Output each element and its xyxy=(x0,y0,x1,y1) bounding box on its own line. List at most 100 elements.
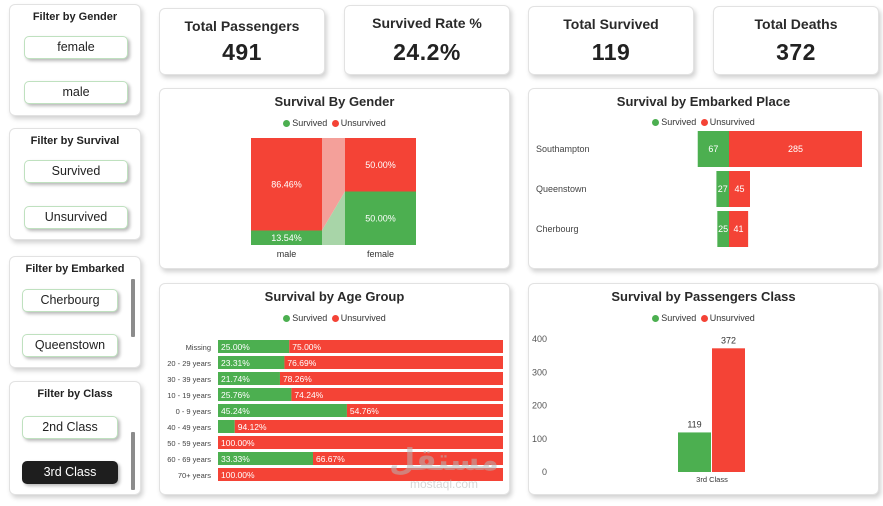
survived-dot-icon xyxy=(283,120,291,127)
slicer-unsurvived[interactable]: Unsurvived xyxy=(24,206,128,229)
age-chart-svg: 25.00% 75.00% Missing 23.31% 76.69% 20 - 29 y… xyxy=(167,340,503,481)
slicer-2nd-class[interactable]: 2nd Class xyxy=(22,416,118,439)
legend-survived: Survived xyxy=(661,313,697,323)
kpi-total-deaths: Total Deaths 372 xyxy=(713,6,879,75)
category-label-40-49-years: 40 - 49 years xyxy=(167,423,211,432)
label-survived-10-19-years: 25.76% xyxy=(221,390,250,400)
embarked-chart-card: Survival by Embarked Place Survived Unsu… xyxy=(528,88,879,269)
legend-unsurvived: Unsurvived xyxy=(709,313,755,323)
unsurvived-dot-icon xyxy=(700,315,708,322)
class-scrollbar[interactable] xyxy=(131,432,135,490)
legend-survived: Survived xyxy=(292,118,328,128)
bar-survived-10-19-years xyxy=(218,388,292,401)
bar-survived-queenstown xyxy=(716,171,729,207)
label-unsurvived-60-69-years: 66.67% xyxy=(316,454,345,464)
slicer-3rd-class[interactable]: 3rd Class xyxy=(22,461,118,484)
kpi-label: Survived Rate % xyxy=(372,15,482,31)
chart-legend: Survived Unsurvived xyxy=(529,313,878,323)
class-chart-svg: 0 100 200 300 400 119 372 3rd Class xyxy=(532,334,745,484)
unsurvived-dot-icon xyxy=(700,119,708,126)
bar-unsurvived-male xyxy=(251,138,322,231)
legend-survived: Survived xyxy=(661,117,697,127)
category-label-southampton: Southampton xyxy=(536,144,590,154)
kpi-label: Total Passengers xyxy=(184,18,300,34)
category-label-10-19-years: 10 - 19 years xyxy=(167,391,211,400)
bar-survived-cherbourg xyxy=(717,211,729,247)
bar-survived-60-69-years xyxy=(218,452,313,465)
legend-unsurvived: Unsurvived xyxy=(340,118,386,128)
legend-unsurvived: Unsurvived xyxy=(340,313,386,323)
bar-unsurvived-0-9-years xyxy=(346,404,503,417)
bar-unsurvived-40-49-years xyxy=(234,420,503,433)
bar-unsurvived-10-19-years xyxy=(291,388,503,401)
embarked-filter-panel: Filter by Embarked Cherbourg Queenstown xyxy=(9,256,141,368)
embarked-chart-svg: 67 285 Southampton 27 45 Queenstown 25 41 Cherbo… xyxy=(536,131,862,247)
label-unsurvived-20-29-years: 76.69% xyxy=(287,358,316,368)
survival-filter-title: Filter by Survival xyxy=(30,135,120,147)
y-tick-200: 200 xyxy=(532,401,547,411)
category-label-cherbourg: Cherbourg xyxy=(536,224,579,234)
bar-unsurvived-female xyxy=(345,138,416,192)
bar-unsurvived-60-69-years xyxy=(312,452,503,465)
ribbon-survived xyxy=(322,191,345,245)
bar-survived-30-39-years xyxy=(218,372,280,385)
chart-title: Survival by Age Group xyxy=(264,289,405,304)
kpi-survived-rate: Survived Rate % 24.2% xyxy=(344,5,510,75)
y-tick-400: 400 xyxy=(532,334,547,344)
gender-chart-card: Survival By Gender Survived Unsurvived 8… xyxy=(159,88,510,269)
embarked-filter-title: Filter by Embarked xyxy=(25,263,125,275)
legend-survived: Survived xyxy=(292,313,328,323)
label-survived-male: 13.54% xyxy=(271,233,302,243)
unsurvived-dot-icon xyxy=(331,120,339,127)
kpi-total-passengers: Total Passengers 491 xyxy=(159,8,325,75)
kpi-value: 372 xyxy=(776,39,816,65)
category-label-70-years: 70+ years xyxy=(178,471,211,480)
category-label-missing: Missing xyxy=(186,343,211,352)
class-filter-panel: Filter by Class 2nd Class 3rd Class xyxy=(9,381,141,495)
slicer-cherbourg[interactable]: Cherbourg xyxy=(22,289,118,312)
age-chart-card: Survival by Age Group Survived Unsurvive… xyxy=(159,283,510,495)
category-label-queenstown: Queenstown xyxy=(536,184,587,194)
slicer-female[interactable]: female xyxy=(24,36,128,59)
gender-filter-panel: Filter by Gender female male xyxy=(9,4,141,116)
y-tick-300: 300 xyxy=(532,367,547,377)
bar-unsurvived-cherbourg xyxy=(729,211,749,247)
kpi-value: 24.2% xyxy=(393,39,461,65)
category-label-male: male xyxy=(277,249,297,259)
slicer-survived[interactable]: Survived xyxy=(24,160,128,183)
class-chart-card: Survival by Passengers Class Survived Un… xyxy=(528,283,879,495)
survived-dot-icon xyxy=(652,315,660,322)
embarked-scrollbar[interactable] xyxy=(131,279,135,337)
chart-legend: Survived Unsurvived xyxy=(160,118,509,128)
gender-chart-svg: 86.46% 13.54% male 50.00% 50.00% female xyxy=(251,138,416,259)
legend-unsurvived: Unsurvived xyxy=(709,117,755,127)
y-tick-0: 0 xyxy=(542,467,547,477)
gender-filter-title: Filter by Gender xyxy=(32,11,118,23)
label-survived-missing: 25.00% xyxy=(221,342,250,352)
bar-unsurvived-queenstown xyxy=(729,171,750,207)
label-unsurvived-0-9-years: 54.76% xyxy=(350,406,379,416)
label-unsurvived-3rd-class: 372 xyxy=(721,335,736,345)
kpi-value: 119 xyxy=(591,39,631,65)
label-unsurvived-female: 50.00% xyxy=(365,160,396,170)
survived-dot-icon xyxy=(283,315,291,322)
chart-title: Survival by Embarked Place xyxy=(616,94,791,109)
label-unsurvived-40-49-years: 94.12% xyxy=(238,422,267,432)
slicer-male[interactable]: male xyxy=(24,81,128,104)
label-unsurvived-southampton: 285 xyxy=(788,144,803,154)
kpi-label: Total Deaths xyxy=(754,16,838,32)
label-survived-southampton: 67 xyxy=(708,144,718,154)
y-tick-100: 100 xyxy=(532,434,547,444)
bar-survived-missing xyxy=(218,340,290,353)
bar-unsurvived-missing xyxy=(289,340,503,353)
category-label-30-39-years: 30 - 39 years xyxy=(167,375,211,384)
slicer-queenstown[interactable]: Queenstown xyxy=(22,334,118,357)
chart-title: Survival by Passengers Class xyxy=(611,289,796,304)
survived-dot-icon xyxy=(652,119,660,126)
label-unsurvived-70-years: 100.00% xyxy=(221,470,255,480)
label-unsurvived-cherbourg: 41 xyxy=(734,224,744,234)
label-survived-female: 50.00% xyxy=(365,213,396,223)
bar-unsurvived-30-39-years xyxy=(279,372,503,385)
label-survived-60-69-years: 33.33% xyxy=(221,454,250,464)
label-unsurvived-missing: 75.00% xyxy=(292,342,321,352)
